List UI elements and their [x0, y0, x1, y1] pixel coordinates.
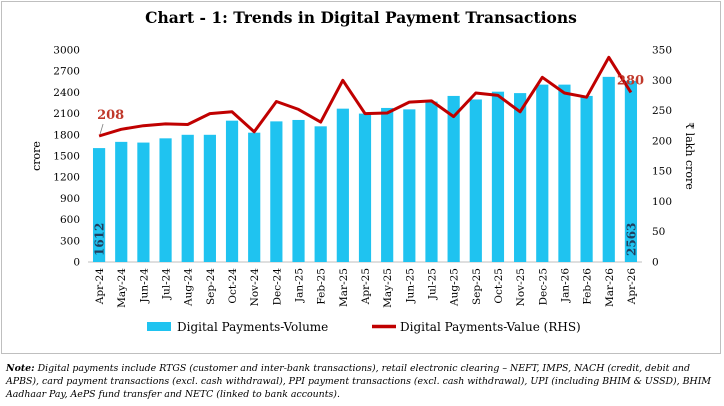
- y-left-tick-label: 3000: [53, 45, 80, 57]
- volume-bar: [292, 119, 305, 263]
- volume-bar: [203, 134, 216, 262]
- bar-data-label: 2563: [624, 223, 638, 256]
- y-left-tick-label: 1800: [53, 129, 80, 141]
- x-tick-label: Jul-24: [161, 268, 173, 301]
- volume-bar: [336, 108, 349, 262]
- y-right-tick-label: 50: [652, 226, 665, 238]
- y-left-tick-label: 300: [60, 235, 80, 247]
- x-tick-label: Aug-25: [449, 268, 461, 307]
- x-tick-label: Apr-26: [626, 268, 638, 306]
- note-text: Digital payments include RTGS (customer …: [6, 363, 712, 400]
- volume-bar: [270, 121, 283, 262]
- legend-value-label: Digital Payments-Value (RHS): [400, 320, 581, 334]
- y-left-tick-label: 0: [73, 257, 80, 269]
- x-tick-label: Dec-24: [271, 268, 283, 306]
- volume-bar: [181, 134, 194, 262]
- y-right-tick-label: 150: [652, 166, 672, 178]
- chart-svg: 0 300 600 900 1200 1500 1800 2100 2400 2700 3000 0 5…: [30, 45, 696, 335]
- volume-bar: [137, 142, 150, 262]
- x-tick-label: Nov-25: [515, 268, 527, 306]
- bar-data-label: 1612: [93, 223, 107, 256]
- volume-bar: [314, 126, 327, 262]
- y-left-axis-title: crore: [30, 141, 43, 171]
- x-tick-label: Jul-25: [426, 268, 438, 300]
- x-tick-label: Apr-24: [94, 268, 106, 306]
- volume-bar: [491, 91, 505, 263]
- value-line: [98, 55, 633, 138]
- x-tick-label: Mar-25: [338, 268, 350, 307]
- volume-bar: [558, 84, 571, 262]
- x-tick-label: Sep-25: [471, 268, 483, 305]
- volume-bar: [447, 95, 460, 262]
- volume-bar: [580, 95, 593, 262]
- chart-note: Note: Digital payments include RTGS (cus…: [6, 362, 718, 401]
- chart-title: Chart - 1: Trends in Digital Payment Tra…: [145, 8, 577, 27]
- volume-bar: [469, 99, 482, 262]
- volume-bar: [92, 148, 106, 262]
- volume-bar: [602, 76, 615, 262]
- x-tick-label: Nov-24: [249, 268, 261, 307]
- x-tick-label: Oct-25: [493, 268, 505, 304]
- y-right-tick-label: 350: [652, 45, 672, 57]
- line-data-label: 208: [97, 108, 124, 123]
- volume-bar: [115, 141, 128, 262]
- note-label: Note:: [6, 363, 35, 374]
- x-tick-label: May-24: [116, 268, 128, 308]
- volume-bar: [536, 84, 549, 262]
- x-tick-label: Jun-25: [404, 268, 416, 304]
- x-tick-label: Jun-24: [138, 268, 150, 304]
- volume-bar: [159, 138, 172, 262]
- x-tick-label: May-25: [382, 268, 394, 308]
- y-left-tick-label: 2100: [53, 108, 80, 120]
- y-left-tick-label: 2400: [53, 87, 80, 99]
- volume-bar: [425, 101, 438, 262]
- y-right-tick-label: 200: [652, 135, 672, 147]
- y-right-tick-label: 0: [652, 257, 659, 269]
- y-left-tick-label: 1500: [53, 151, 80, 163]
- volume-bar: [358, 113, 372, 262]
- x-tick-label: Dec-25: [537, 268, 549, 305]
- volume-bar: [381, 107, 394, 263]
- x-tick-label: Feb-25: [316, 268, 328, 305]
- legend-volume-swatch: [147, 322, 171, 331]
- legend-volume-label: Digital Payments-Volume: [177, 320, 328, 334]
- line-label-leader: [99, 123, 104, 135]
- x-tick-label: Aug-24: [183, 268, 195, 307]
- volume-bar: [225, 120, 239, 263]
- y-left-tick-label: 1200: [53, 172, 80, 184]
- chart-frame: [1, 1, 721, 354]
- y-left-tick-label: 600: [60, 214, 80, 226]
- line-data-label: 280: [617, 73, 644, 88]
- y-right-axis-title: ₹ lakh crore: [683, 122, 696, 190]
- x-tick-label: Feb-26: [582, 268, 594, 305]
- y-left-tick-label: 900: [60, 193, 80, 205]
- volume-bar: [403, 109, 416, 262]
- volume-bar: [624, 80, 638, 262]
- volume-bar: [514, 93, 527, 263]
- x-tick-label: Sep-24: [205, 268, 217, 305]
- x-tick-label: Apr-25: [360, 268, 372, 305]
- y-right-tick-label: 250: [652, 105, 672, 117]
- x-tick-label: Jan-25: [294, 268, 306, 303]
- x-tick-label: Mar-26: [604, 268, 616, 307]
- y-right-tick-label: 100: [652, 196, 672, 208]
- x-tick-label: Jan-26: [559, 268, 571, 303]
- x-tick-label: Oct-24: [227, 268, 239, 304]
- y-left-tick-label: 2700: [53, 66, 80, 78]
- y-right-tick-label: 300: [652, 75, 672, 87]
- volume-bar: [248, 132, 261, 262]
